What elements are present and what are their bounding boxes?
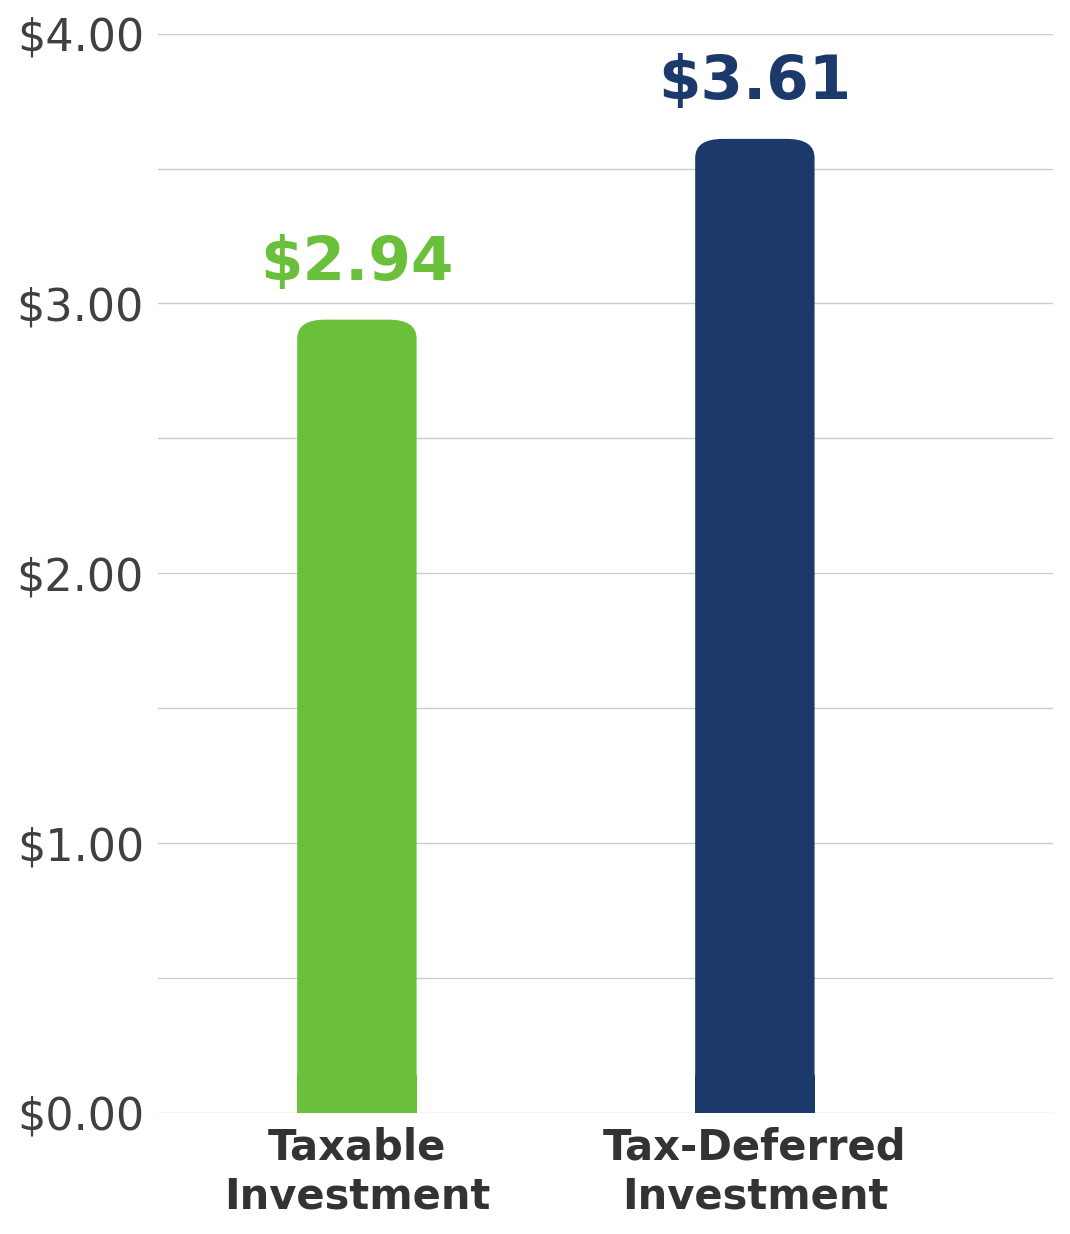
Text: $2.94: $2.94 (260, 233, 454, 292)
Bar (297, 1075, 416, 1113)
FancyBboxPatch shape (696, 139, 814, 1113)
Bar (696, 1075, 814, 1113)
Text: $3.61: $3.61 (658, 53, 852, 112)
FancyBboxPatch shape (297, 320, 416, 1113)
